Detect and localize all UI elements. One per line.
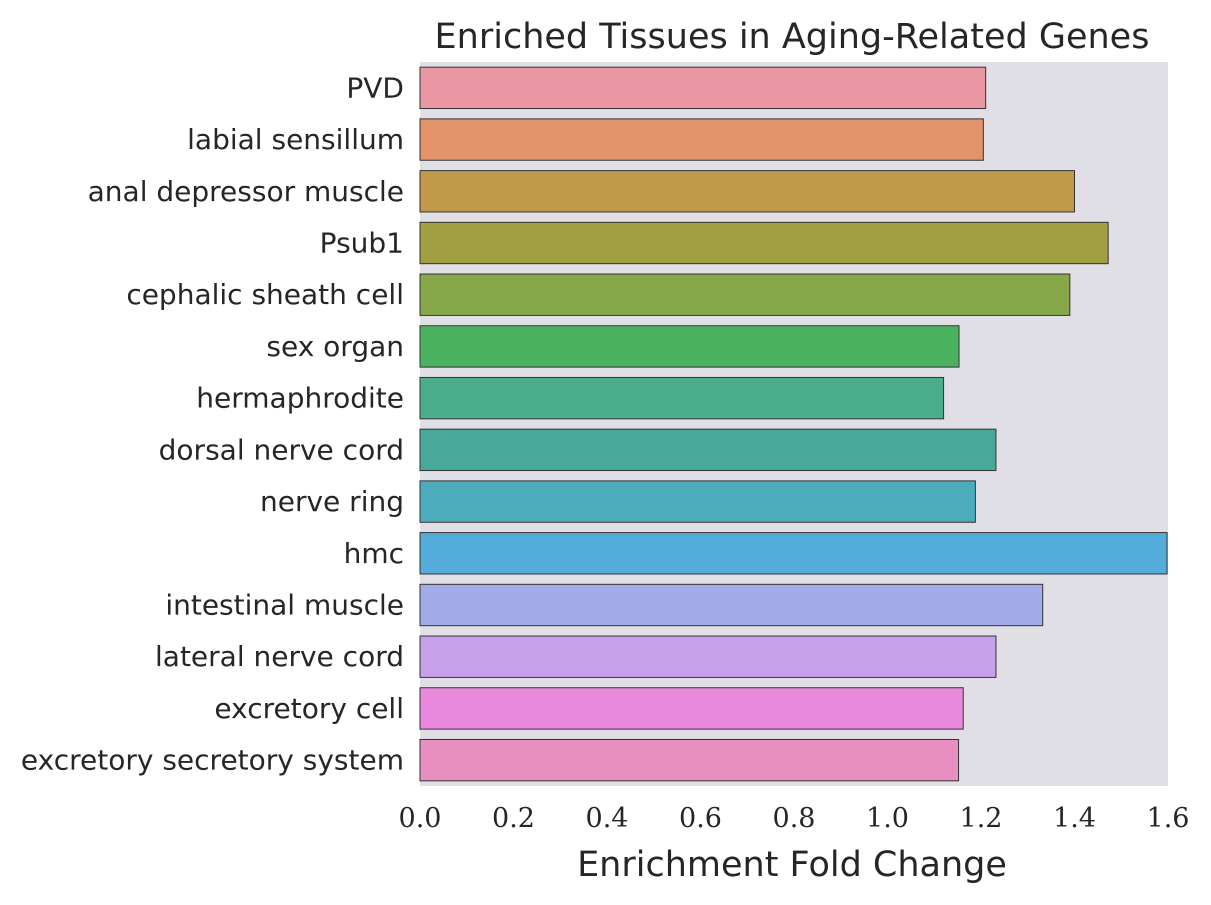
category-label: intestinal muscle xyxy=(165,589,404,622)
bar-hermaphrodite xyxy=(419,376,945,420)
bar-psub1 xyxy=(419,221,1109,265)
bar-nerve-ring xyxy=(419,480,976,523)
bar-pvd xyxy=(419,66,987,110)
category-label: nerve ring xyxy=(260,485,404,518)
category-label: labial sensillum xyxy=(187,123,404,156)
x-tick-label: 0.6 xyxy=(679,803,722,834)
category-label: excretory cell xyxy=(214,692,404,725)
chart-title: Enriched Tissues in Aging-Related Genes xyxy=(435,17,1150,57)
x-tick-label: 0.8 xyxy=(773,803,816,834)
category-label: lateral nerve cord xyxy=(155,640,404,673)
category-label: dorsal nerve cord xyxy=(159,433,404,466)
category-labels: PVD labial sensillum anal depressor muscle… xyxy=(21,71,404,776)
category-label: anal depressor muscle xyxy=(88,175,404,208)
x-tick-label: 0.2 xyxy=(492,803,535,834)
x-axis-label: Enrichment Fold Change xyxy=(577,845,1007,885)
bar-cephalic-sheath-cell xyxy=(419,273,1071,316)
bar-excretory-cell xyxy=(419,687,964,730)
bar-lateral-nerve-cord xyxy=(419,635,997,678)
category-label: sex organ xyxy=(266,330,404,363)
bar-dorsal-nerve-cord xyxy=(419,428,997,472)
category-label: hermaphrodite xyxy=(196,382,404,415)
x-tick-label: 1.6 xyxy=(1147,803,1190,834)
bar-excretory-secretory-system xyxy=(419,738,960,782)
category-label: cephalic sheath cell xyxy=(126,278,404,311)
bars-group xyxy=(419,66,1168,782)
bar-sex-organ xyxy=(419,325,960,368)
category-label: PVD xyxy=(346,71,404,104)
x-tick-label: 1.4 xyxy=(1053,803,1096,834)
category-label: excretory secretory system xyxy=(21,744,404,777)
bar-labial-sensillum xyxy=(419,118,984,161)
bar-hmc xyxy=(419,532,1168,575)
x-tick-label: 1.2 xyxy=(960,803,1003,834)
bar-intestinal-muscle xyxy=(419,583,1044,627)
category-label: Psub1 xyxy=(320,227,404,260)
bar-anal-depressor-muscle xyxy=(419,170,1075,213)
x-tick-labels: 0.0 0.2 0.4 0.6 0.8 1.0 1.2 1.4 1.6 xyxy=(399,803,1190,834)
category-label: hmc xyxy=(344,537,404,570)
x-tick-label: 0.4 xyxy=(586,803,629,834)
x-tick-label: 0.0 xyxy=(399,803,442,834)
x-tick-label: 1.0 xyxy=(866,803,909,834)
